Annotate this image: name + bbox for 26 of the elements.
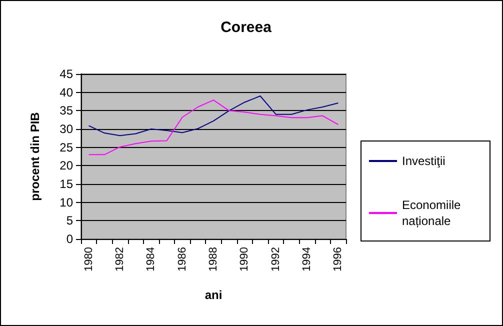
x-tick-label: 1988 <box>208 247 220 272</box>
y-tick-label: 45 <box>60 67 74 81</box>
y-axis-title: procent din PIB <box>28 112 42 201</box>
legend-label: Economiile naționale <box>402 198 464 228</box>
y-tick-label: 25 <box>60 140 74 154</box>
y-tick-label: 20 <box>60 158 74 173</box>
y-tick-label: 30 <box>60 122 74 136</box>
x-tick-label: 1986 <box>176 247 188 272</box>
y-tick-label: 10 <box>60 195 74 210</box>
x-axis-title: ani <box>204 288 222 302</box>
legend-label: Investiţii <box>402 154 446 168</box>
y-tick-label: 40 <box>60 85 74 100</box>
x-tick-label: 1992 <box>270 247 282 272</box>
x-tick-label: 1994 <box>301 247 314 272</box>
y-tick-label: 15 <box>60 177 74 191</box>
y-tick-label: 0 <box>66 232 74 246</box>
x-tick-label: 1990 <box>238 247 251 272</box>
chart-title: Coreea <box>220 19 272 36</box>
y-tick-label: 5 <box>66 214 74 228</box>
line-series <box>88 100 339 156</box>
x-tick-label: 1996 <box>332 247 344 272</box>
x-tick-label: 1982 <box>114 247 126 272</box>
x-tick-label: 1980 <box>82 247 95 272</box>
line-series <box>88 96 339 136</box>
y-tick-label: 35 <box>60 104 74 118</box>
x-tick-label: 1984 <box>145 247 158 272</box>
